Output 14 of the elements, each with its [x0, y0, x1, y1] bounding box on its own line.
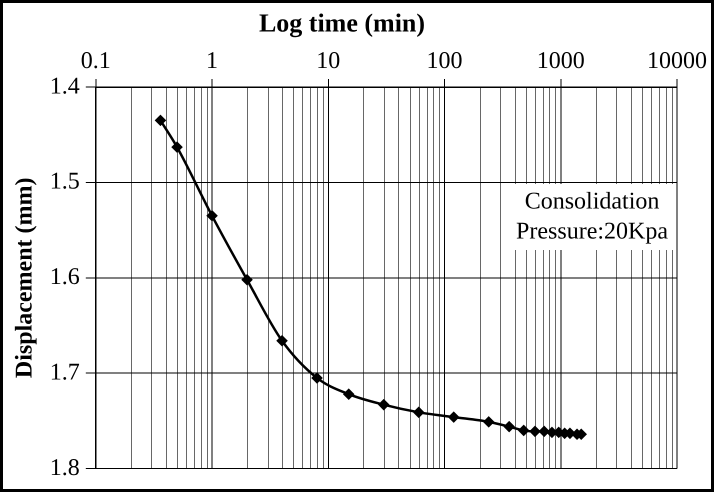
x-tick-label: 0.1 [80, 48, 111, 74]
x-tick-label: 1 [206, 48, 218, 74]
x-tick-label: 100 [426, 48, 463, 74]
y-tick-label: 1.6 [50, 264, 80, 290]
y-tick-label: 1.4 [50, 73, 80, 100]
x-tick-label: 10000 [647, 48, 707, 74]
y-tick-label: 1.5 [50, 168, 80, 195]
y-axis-title: Displacement (mm) [12, 177, 38, 378]
annotation: Consolidation Pressure:20Kpa [516, 188, 668, 244]
chart-title: Log time (min) [258, 8, 426, 38]
y-tick-label: 1.8 [50, 454, 80, 481]
x-tick-label: 1000 [536, 48, 585, 74]
y-tick-label: 1.7 [50, 359, 80, 386]
x-tick-label: 10 [316, 48, 340, 74]
